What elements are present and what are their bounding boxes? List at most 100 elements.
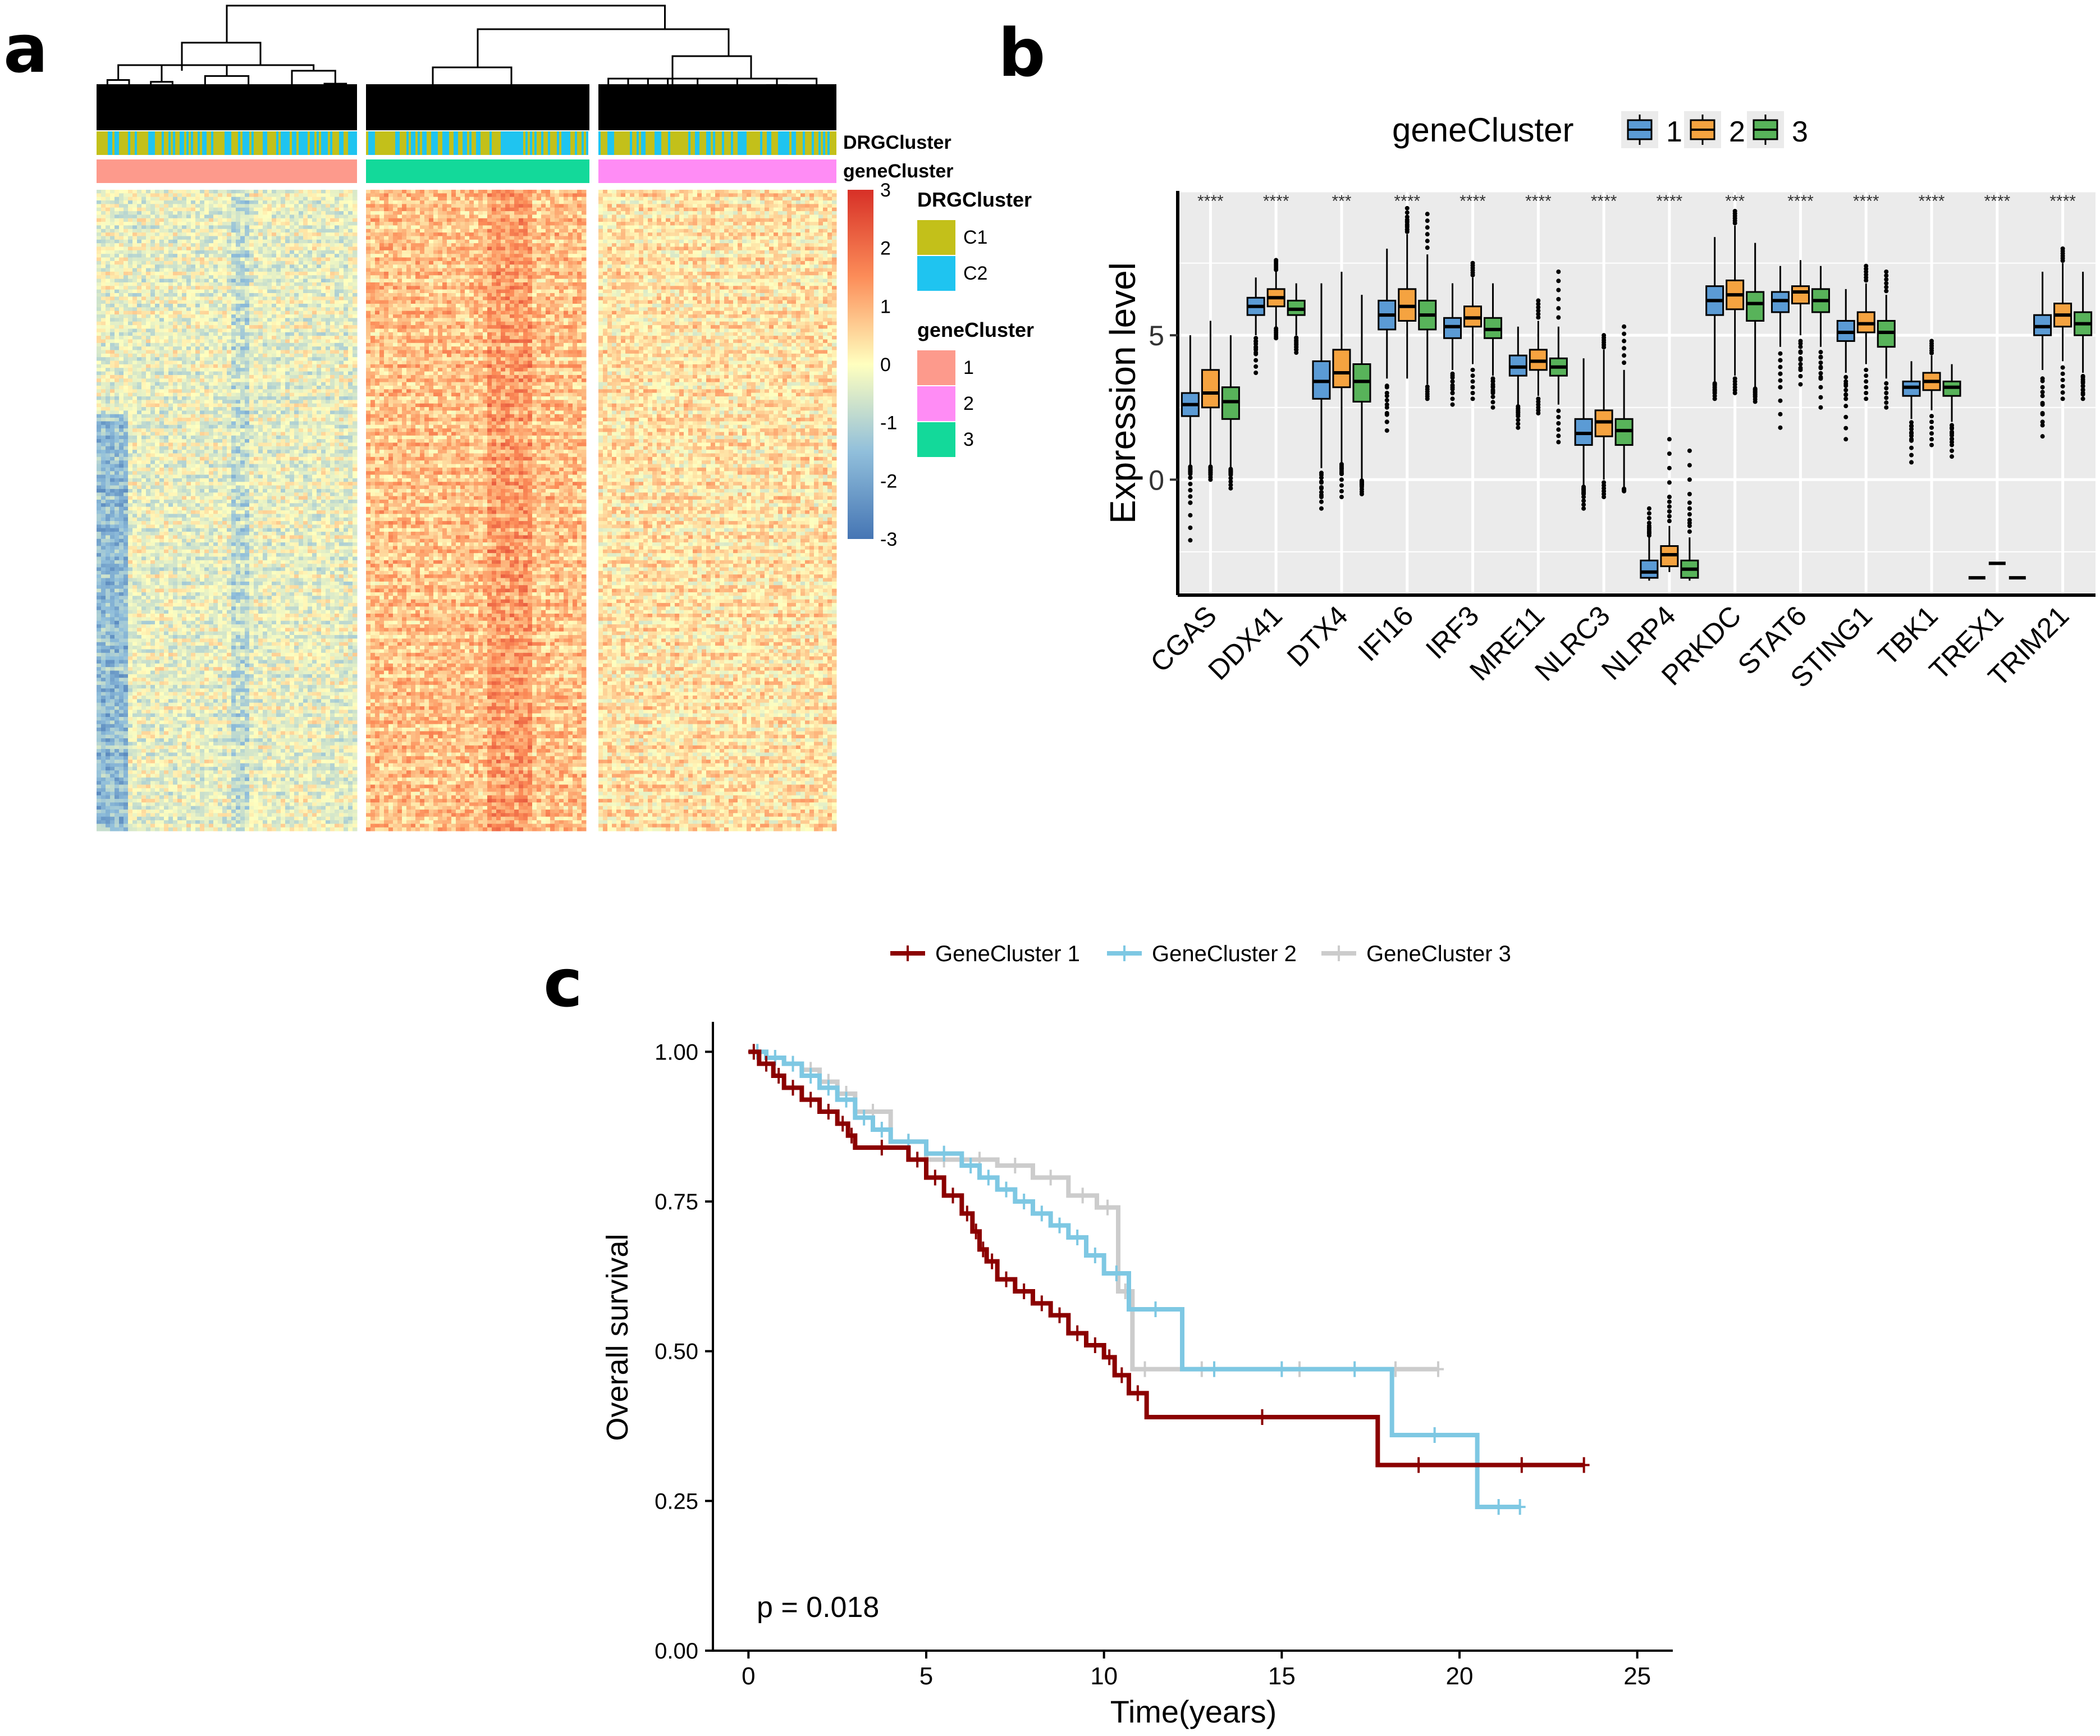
heatmap-cell [177,446,182,450]
heatmap-cell [106,371,111,376]
heatmap-cell [348,232,353,236]
heatmap-cell [249,442,254,447]
heatmap-cell [281,246,286,251]
heatmap-cell [209,396,214,400]
heatmap-cell [186,193,191,198]
heatmap-cell [339,382,344,386]
heatmap-cell [249,321,254,326]
heatmap-cell [146,307,151,312]
heatmap-cell [200,360,205,365]
heatmap-cell [123,278,129,283]
heatmap-cell [186,254,191,258]
heatmap-cell [281,328,286,333]
heatmap-cell [164,432,169,436]
heatmap-cell [308,421,313,426]
heatmap-cell [294,197,299,201]
heatmap-cell [317,428,322,432]
heatmap-cell [312,407,317,411]
heatmap-cell [285,350,290,354]
heatmap-cell [115,200,120,204]
heatmap-cell [195,246,200,251]
heatmap-cell [321,353,326,358]
heatmap-cell [218,392,223,397]
heatmap-cell [119,353,124,358]
heatmap-cell [191,432,196,436]
heatmap-cell [290,439,295,443]
heatmap-cell [317,321,322,326]
heatmap-cell [353,261,358,265]
heatmap-cell [177,236,182,240]
heatmap-cell [101,257,106,262]
heatmap-cell [150,403,155,408]
heatmap-cell [330,310,335,315]
heatmap-cell [267,432,272,436]
heatmap-cell [141,257,147,262]
heatmap-cell [191,310,196,315]
heatmap-cell [299,407,304,411]
heatmap-cell [173,446,178,450]
heatmap-cell [312,400,317,404]
heatmap-cell [240,456,245,461]
heatmap-cell [101,214,106,219]
heatmap-cell [272,403,277,408]
heatmap-cell [326,371,331,376]
heatmap-cell [141,250,147,254]
heatmap-cell [159,218,164,222]
heatmap-cell [150,389,155,394]
heatmap-cell [240,204,245,208]
heatmap-cell [258,368,263,372]
heatmap-cell [308,207,313,212]
heatmap-cell [258,428,263,432]
heatmap-cell [110,271,115,276]
heatmap-cell [155,353,160,358]
heatmap-cell [353,271,358,276]
heatmap-cell [249,232,254,236]
heatmap-cell [290,446,295,450]
heatmap-cell [168,275,173,280]
heatmap-cell [312,446,317,450]
drgcluster-strip-cell [150,131,153,155]
heatmap-cell [150,214,155,219]
heatmap-cell [195,432,200,436]
heatmap-cell [348,421,353,426]
heatmap-cell [191,296,196,301]
heatmap-cell [258,239,263,244]
heatmap-cell [186,261,191,265]
heatmap-cell [321,246,326,251]
heatmap-cell [344,293,349,297]
heatmap-cell [182,207,187,212]
heatmap-cell [258,346,263,350]
heatmap-cell [339,236,344,240]
heatmap-cell [276,282,281,286]
heatmap-cell [249,374,254,379]
heatmap-cell [191,392,196,397]
drgcluster-strip-cell [220,131,222,155]
drgcluster-strip-cell [305,131,308,155]
heatmap-cell [137,421,142,426]
heatmap-cell [222,254,227,258]
heatmap-cell [159,296,164,301]
heatmap-cell [308,304,313,308]
heatmap-cell [209,207,214,212]
heatmap-cell [150,246,155,251]
heatmap-cell [155,211,160,215]
heatmap-cell [191,339,196,344]
heatmap-cell [137,360,142,365]
heatmap-cell [317,403,322,408]
heatmap-cell [290,374,295,379]
heatmap-cell [146,407,151,411]
heatmap-cell [200,218,205,222]
heatmap-cell [254,403,259,408]
heatmap-cell [236,300,241,304]
heatmap-cell [231,190,236,194]
heatmap-cell [159,318,164,322]
heatmap-cell [263,293,268,297]
heatmap-cell [353,418,358,422]
heatmap-cell [200,261,205,265]
heatmap-cell [330,300,335,304]
heatmap-cell [168,439,173,443]
drgcluster-strip-cell [731,131,733,155]
heatmap-cell [308,190,313,194]
heatmap-cell [132,321,138,326]
heatmap-cell [299,229,304,233]
